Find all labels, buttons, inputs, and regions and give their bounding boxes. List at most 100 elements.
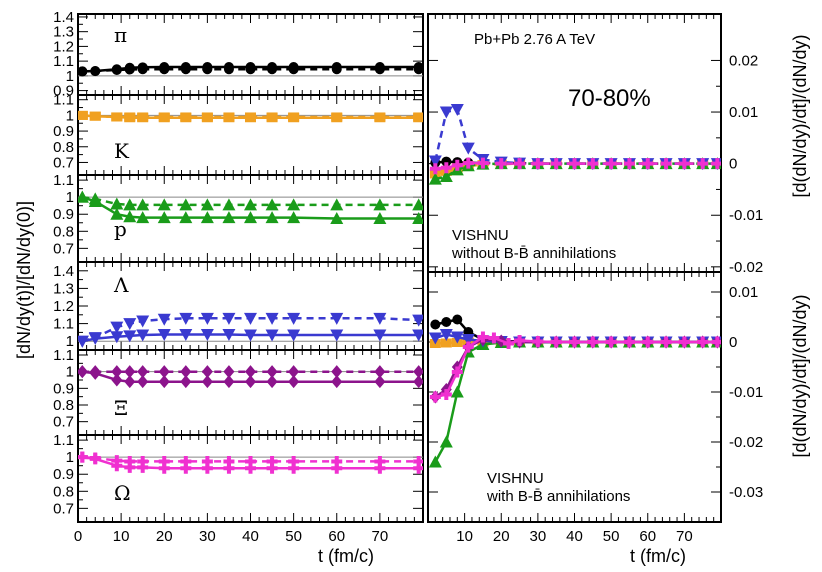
species-label: p: [114, 217, 127, 241]
data-point: [288, 64, 299, 75]
panel-p: 0.70.80.911.1 p: [53, 172, 424, 263]
data-point: [123, 198, 137, 211]
data-point: [514, 158, 526, 170]
y-tick-label: 1: [66, 107, 74, 124]
y-tick-label: 0.7: [53, 414, 74, 431]
data-point: [223, 365, 235, 379]
centrality-label: 70-80%: [568, 85, 651, 112]
data-point: [331, 365, 343, 379]
data-point: [374, 365, 386, 379]
data-point: [244, 312, 257, 325]
y-tick-label: -0.03: [729, 484, 763, 501]
series-group: [78, 451, 423, 474]
data-point: [477, 157, 489, 169]
y-tick-label: 0: [729, 334, 737, 351]
data-point: [412, 314, 423, 327]
data-point: [330, 212, 344, 224]
y-tick-label: 0: [729, 156, 737, 173]
data-point: [373, 212, 387, 224]
data-point: [287, 211, 301, 224]
data-point: [623, 158, 635, 170]
panel-K: 0.70.80.911.1 K: [53, 92, 424, 176]
y-tick-label: 1: [66, 189, 74, 206]
data-point: [373, 329, 387, 342]
data-point: [265, 198, 279, 211]
data-point: [179, 329, 193, 342]
data-point: [111, 373, 123, 387]
top-caption-1: VISHNU: [452, 227, 509, 244]
data-point: [124, 64, 135, 75]
data-point: [288, 455, 300, 467]
data-point: [245, 112, 256, 122]
data-point: [452, 314, 463, 325]
data-point: [123, 210, 137, 223]
data-point: [124, 375, 136, 389]
data-point: [428, 455, 442, 468]
species-label: Ω: [114, 481, 131, 505]
data-point: [660, 158, 672, 170]
data-point: [136, 329, 150, 342]
data-point: [222, 312, 236, 325]
x-tick-label: 50: [603, 528, 620, 545]
panel-Lambda: 11.11.21.31.4 Λ: [53, 261, 424, 351]
y-tick-label: 1.3: [53, 280, 74, 297]
data-point: [660, 336, 672, 348]
data-point: [244, 329, 257, 342]
data-point: [439, 106, 453, 119]
y-tick-label: 1: [66, 333, 74, 350]
y-tick-label: -0.01: [729, 384, 763, 401]
data-point: [287, 312, 301, 325]
panel-top: -0.02 -0.01 0 0.01 0.02: [427, 13, 763, 276]
data-point: [223, 112, 235, 122]
data-point: [180, 64, 191, 75]
data-point: [429, 163, 441, 175]
data-point: [110, 207, 124, 220]
data-point: [413, 64, 423, 75]
right-x-axis-label: t (fm/c): [630, 546, 686, 566]
data-point: [267, 64, 278, 75]
data-point: [245, 455, 256, 467]
data-point: [288, 375, 300, 389]
data-point: [222, 211, 236, 224]
top-caption-2: without B-B̄ annihilations: [451, 245, 616, 262]
data-point: [111, 112, 123, 122]
data-point: [532, 158, 544, 170]
x-tick-label: 40: [566, 528, 583, 545]
data-point: [78, 190, 89, 203]
data-point: [450, 103, 464, 116]
data-point: [200, 211, 214, 224]
data-point: [222, 198, 236, 211]
data-point: [200, 198, 214, 211]
y-tick-label: 1: [66, 68, 74, 85]
y-tick-label: 1.3: [53, 24, 74, 41]
y-tick-label: 1.1: [53, 347, 74, 364]
data-point: [569, 158, 580, 170]
data-point: [461, 334, 475, 346]
data-point: [244, 198, 257, 211]
series-group: [78, 110, 423, 123]
data-point: [137, 455, 149, 467]
left-x-axis-label: t (fm/c): [318, 546, 374, 566]
x-tick-label: 10: [456, 528, 473, 545]
data-point: [90, 66, 101, 77]
x-tick-label: 60: [639, 528, 656, 545]
data-point: [110, 331, 124, 344]
data-point: [605, 336, 617, 348]
data-point: [202, 64, 213, 75]
data-point: [288, 112, 300, 122]
data-point: [413, 455, 423, 467]
right-y-axis-label: [d(dN/dy)/dt]/(dN/dy): [790, 34, 810, 197]
y-tick-label: 0.8: [53, 139, 74, 156]
data-point: [532, 336, 544, 347]
data-point: [623, 336, 635, 348]
y-tick-label: 1: [66, 449, 74, 466]
right-y-axis-label-2: [d(dN/dy)/dt]/(dN/dy): [790, 294, 810, 457]
data-point: [110, 197, 124, 210]
data-point: [88, 192, 102, 205]
data-point: [137, 64, 148, 75]
data-point: [158, 375, 170, 389]
data-point: [550, 336, 562, 348]
y-tick-label: 0.02: [729, 52, 758, 69]
data-point: [245, 64, 256, 75]
y-tick-label: 1.1: [53, 432, 74, 449]
